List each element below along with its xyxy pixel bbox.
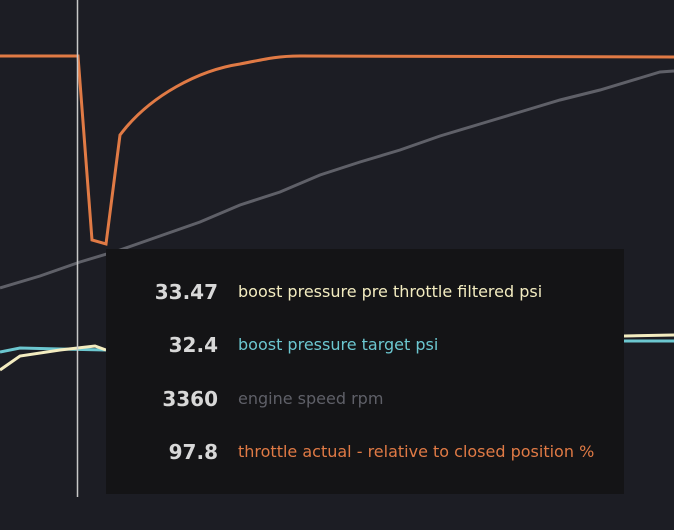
- value: 3360: [162, 387, 218, 411]
- value: 32.4: [168, 333, 218, 357]
- tooltip-row: 97.8 throttle actual - relative to close…: [106, 437, 624, 467]
- label: engine speed rpm: [238, 389, 384, 408]
- tooltip-row: 33.47 boost pressure pre throttle filter…: [106, 277, 624, 307]
- filtered-line: [0, 344, 107, 372]
- filtered-line-right: [623, 333, 674, 338]
- label: boost pressure pre throttle filtered psi: [238, 282, 543, 301]
- label: throttle actual - relative to closed pos…: [238, 442, 595, 461]
- throttle-line: [0, 54, 674, 246]
- tooltip: 33.47 boost pressure pre throttle filter…: [106, 249, 624, 494]
- tooltip-row: 32.4 boost pressure target psi: [106, 330, 624, 360]
- tooltip-row: 3360 engine speed rpm: [106, 384, 624, 414]
- target-line: [0, 346, 107, 354]
- label: boost pressure target psi: [238, 335, 439, 354]
- value: 97.8: [168, 440, 218, 464]
- value: 33.47: [154, 280, 218, 304]
